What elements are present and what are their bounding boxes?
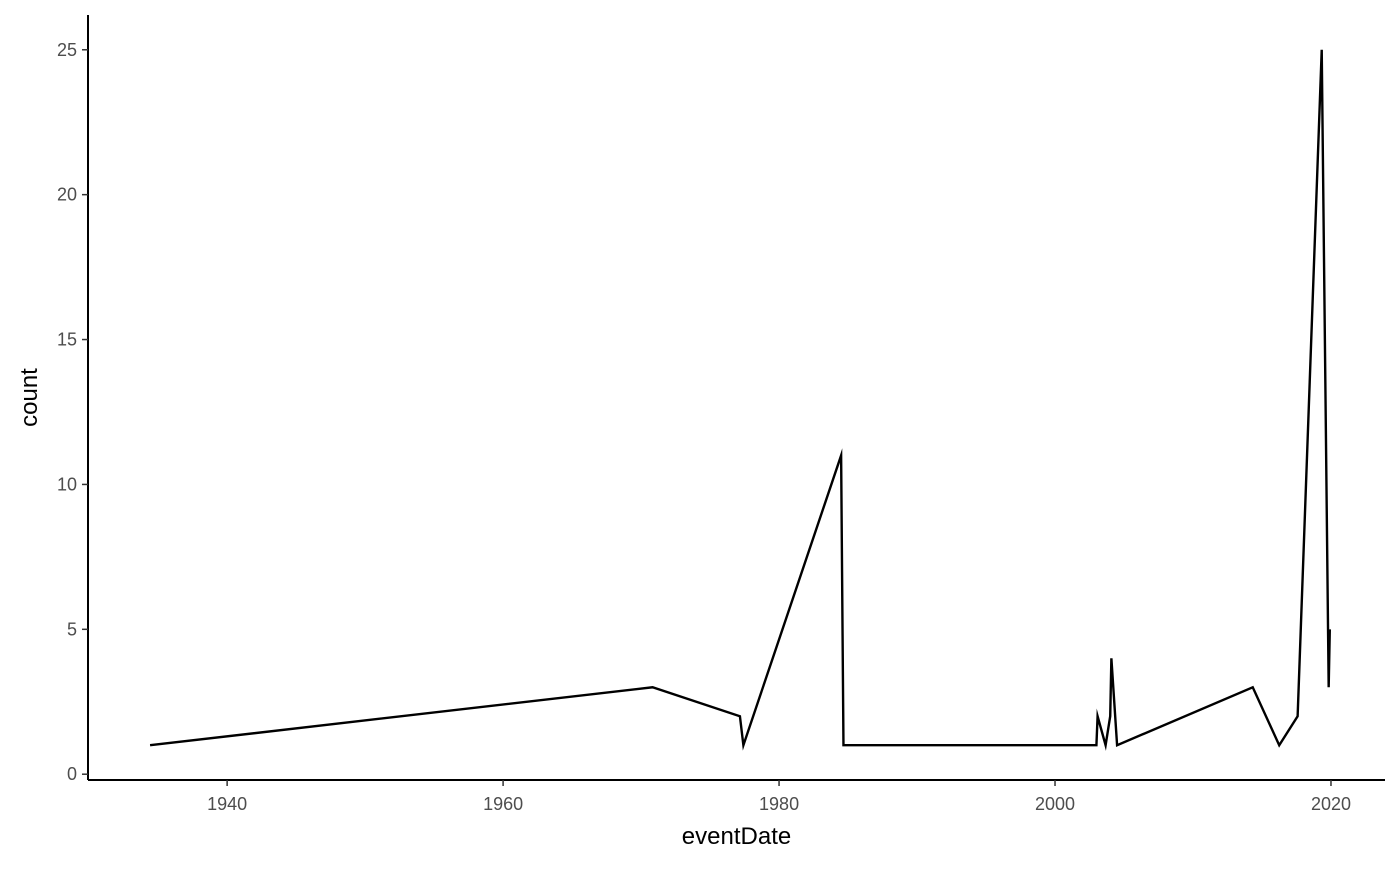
x-tick-label: 2000 <box>1035 794 1075 814</box>
y-tick-label: 15 <box>57 330 77 350</box>
x-tick-label: 1980 <box>759 794 799 814</box>
x-tick-label: 1940 <box>207 794 247 814</box>
series-line-0 <box>149 49 1332 751</box>
y-axis: 0 5 10 15 20 25 <box>57 15 89 784</box>
y-tick-label: 10 <box>57 474 77 494</box>
y-tick-label: 0 <box>67 764 77 784</box>
x-axis-title: eventDate <box>682 823 791 850</box>
y-tick-label: 20 <box>57 185 77 205</box>
y-axis-title: count <box>16 368 43 427</box>
x-tick-label: 2020 <box>1311 794 1351 814</box>
y-tick-label: 25 <box>57 40 77 60</box>
x-axis: 1940 1960 1980 2000 2020 <box>88 779 1385 814</box>
x-tick-label: 1960 <box>483 794 523 814</box>
plot-area <box>149 49 1332 751</box>
y-tick-label: 5 <box>67 619 77 639</box>
